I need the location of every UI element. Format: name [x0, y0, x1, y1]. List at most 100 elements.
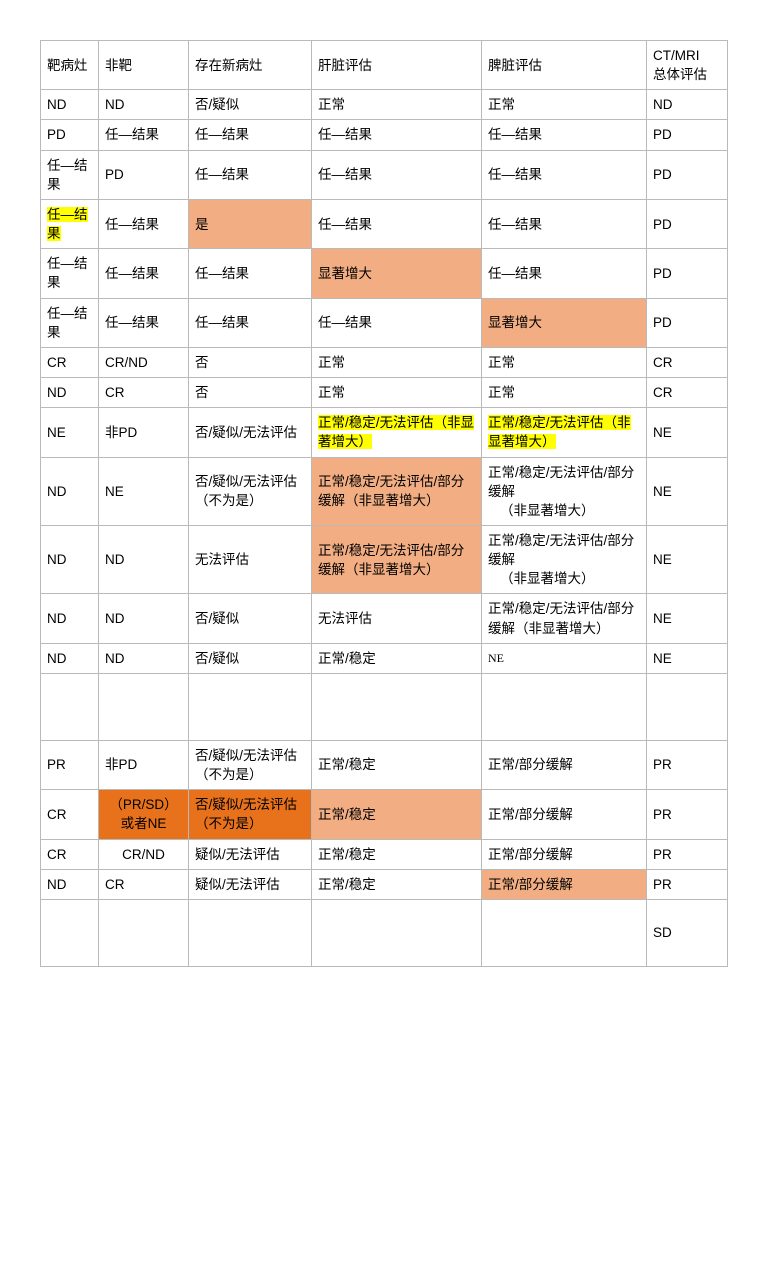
cell-overall: NE [646, 593, 728, 644]
cell-newlesion: 否/疑似 [188, 593, 312, 644]
cell-spleen-line2: （非显著增大） [500, 571, 595, 587]
cell-nontarget: CR [98, 868, 189, 900]
header-ctmri-line-b: 总体评估 [653, 67, 707, 83]
cell-spleen: 正常/稳定/无法评估/部分缓解（非显著增大） [481, 593, 647, 644]
header-new-lesion: 存在新病灶 [188, 39, 312, 91]
cell-target-highlighted: 任—结果 [40, 198, 99, 250]
cell-spleen: 正常/部分缓解 [481, 789, 647, 840]
cell-newlesion: 否/疑似/无法评估（不为是） [188, 739, 312, 791]
cell-nontarget-line1: （PR/SD） [109, 797, 178, 813]
table-row: PD 任—结果 任—结果 任—结果 任—结果 PD [40, 119, 728, 151]
cell-nontarget: 任—结果 [98, 297, 189, 348]
cell-spleen: 显著增大 [481, 297, 647, 348]
cell-spleen-line1: 正常/稳定/无法评估/部分缓解 [488, 532, 635, 568]
cell-liver: 任—结果 [311, 297, 482, 348]
cell-spleen-line1: 正常/稳定/无法评估/部分缓解 [488, 464, 635, 499]
cell-overall: NE [646, 642, 728, 674]
cell-liver: 正常/稳定/无法评估/部分缓解（非显著增大） [311, 456, 482, 526]
table-row: 任—结果 PD 任—结果 任—结果 任—结果 PD [40, 149, 728, 200]
cell-target [40, 898, 99, 967]
cell-overall [646, 672, 728, 741]
cell-target: ND [40, 642, 99, 674]
table-row: ND ND 否/疑似 无法评估 正常/稳定/无法评估/部分缓解（非显著增大） N… [40, 593, 728, 644]
cell-nontarget: 任—结果 [98, 198, 189, 250]
cell-liver: 正常 [311, 89, 482, 121]
cell-overall: NE [646, 524, 728, 595]
cell-newlesion: 任—结果 [188, 149, 312, 200]
cell-overall: PD [646, 198, 728, 250]
cell-nontarget: 任—结果 [98, 248, 189, 299]
cell-spleen: 正常/稳定/无法评估/部分缓解 （非显著增大） [481, 524, 647, 595]
cell-newlesion: 任—结果 [188, 119, 312, 151]
cell-liver: 正常/稳定 [311, 868, 482, 900]
table-row: ND ND 否/疑似 正常 正常 ND [40, 89, 728, 121]
table-row: CR （PR/SD） 或者NE 否/疑似/无法评估（不为是） 正常/稳定 正常/部… [40, 789, 728, 840]
cell-newlesion: 否 [188, 346, 312, 379]
cell-overall: PD [646, 149, 728, 200]
table-row: ND CR 否 正常 正常 CR [40, 377, 728, 409]
cell-overall: CR [646, 377, 728, 409]
cell-nontarget: CR [98, 377, 189, 409]
cell-newlesion [188, 672, 312, 741]
table-row: CR CR/ND 疑似/无法评估 正常/稳定 正常/部分缓解 PR [40, 838, 728, 870]
cell-nontarget: 非PD [98, 407, 189, 458]
cell-spleen: 正常 [481, 89, 647, 121]
cell-nontarget: ND [98, 89, 189, 121]
cell-liver [311, 672, 482, 741]
cell-target [40, 672, 99, 741]
table-header-row: 靶病灶 非靶 存在新病灶 肝脏评估 脾脏评估 CT/MRI 总体评估CT/MRI… [40, 39, 728, 91]
table-row: ND CR 疑似/无法评估 正常/稳定 正常/部分缓解 PR [40, 868, 728, 900]
cell-target: NE [40, 407, 99, 458]
cell-spleen-highlighted: 正常/稳定/无法评估（非显著增大） [481, 407, 647, 458]
table-row-blank [40, 672, 728, 741]
table-row: NE 非PD 否/疑似/无法评估 正常/稳定/无法评估（非显著增大） 正常/稳定… [40, 407, 728, 458]
cell-overall: PR [646, 739, 728, 791]
cell-overall: NE [646, 407, 728, 458]
cell-liver: 正常/稳定 [311, 739, 482, 791]
table-row: ND ND 否/疑似 正常/稳定 NE NE [40, 642, 728, 674]
cell-spleen [481, 672, 647, 741]
cell-target: ND [40, 377, 99, 409]
table-row: 任—结果 任—结果 任—结果 显著增大 任—结果 PD [40, 248, 728, 299]
cell-target: 任—结果 [40, 149, 99, 200]
cell-newlesion [188, 898, 312, 967]
cell-newlesion: 疑似/无法评估 [188, 868, 312, 900]
cell-nontarget: ND [98, 524, 189, 595]
table-row: ND ND 无法评估 正常/稳定/无法评估/部分缓解（非显著增大） 正常/稳定/… [40, 524, 728, 595]
cell-overall: ND [646, 89, 728, 121]
cell-nontarget-line2: 或者NE [120, 816, 167, 832]
cell-newlesion: 否/疑似/无法评估 [188, 407, 312, 458]
cell-liver: 正常/稳定 [311, 642, 482, 674]
cell-newlesion: 无法评估 [188, 524, 312, 595]
cell-overall: NE [646, 456, 728, 526]
cell-target: CR [40, 789, 99, 840]
cell-newlesion: 否 [188, 377, 312, 409]
yellow-highlight: 正常/稳定/无法评估（非显著增大） [488, 415, 631, 450]
cell-spleen: 正常/部分缓解 [481, 739, 647, 791]
cell-newlesion: 否/疑似/无法评估（不为是） [188, 456, 312, 526]
header-ctmri-line-a: CT/MRI [653, 48, 700, 63]
table-row: SD [40, 898, 728, 967]
ct-mri-assessment-table: 靶病灶 非靶 存在新病灶 肝脏评估 脾脏评估 CT/MRI 总体评估CT/MRI… [40, 39, 728, 967]
header-non-target: 非靶 [98, 39, 189, 91]
cell-target: ND [40, 456, 99, 526]
cell-newlesion: 否/疑似 [188, 642, 312, 674]
cell-target: 任—结果 [40, 248, 99, 299]
cell-target: 任—结果 [40, 297, 99, 348]
cell-nontarget: 任—结果 [98, 119, 189, 151]
cell-liver: 正常/稳定 [311, 838, 482, 870]
cell-spleen: 任—结果 [481, 119, 647, 151]
cell-spleen: 任—结果 [481, 149, 647, 200]
yellow-highlight: 任—结果 [47, 206, 88, 242]
assessment-table-sheet: 靶病灶 非靶 存在新病灶 肝脏评估 脾脏评估 CT/MRI 总体评估CT/MRI… [40, 39, 728, 967]
table-row: 任—结果 任—结果 是 任—结果 任—结果 PD [40, 198, 728, 250]
cell-target: ND [40, 89, 99, 121]
table-row: 任—结果 任—结果 任—结果 任—结果 显著增大 PD [40, 297, 728, 348]
cell-overall: PD [646, 119, 728, 151]
cell-target: CR [40, 346, 99, 379]
cell-nontarget [98, 898, 189, 967]
cell-nontarget: 非PD [98, 739, 189, 791]
cell-newlesion: 疑似/无法评估 [188, 838, 312, 870]
cell-spleen: 正常/部分缓解 [481, 868, 647, 900]
cell-liver: 无法评估 [311, 593, 482, 644]
